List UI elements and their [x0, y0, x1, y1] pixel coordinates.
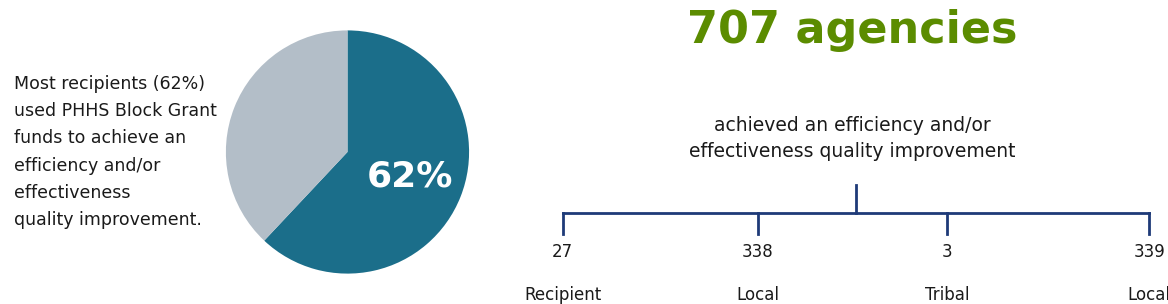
- Text: 3: 3: [941, 243, 953, 261]
- Text: 707 agencies: 707 agencies: [688, 9, 1017, 52]
- Text: 62%: 62%: [367, 160, 453, 194]
- Text: Tribal
HDs: Tribal HDs: [925, 286, 969, 304]
- Text: 27: 27: [552, 243, 573, 261]
- Text: Local
Orgs: Local Orgs: [1127, 286, 1168, 304]
- Text: achieved an efficiency and/or
effectiveness quality improvement: achieved an efficiency and/or effectiven…: [689, 116, 1016, 161]
- Text: Local
HDs: Local HDs: [737, 286, 779, 304]
- Text: 338: 338: [742, 243, 774, 261]
- Wedge shape: [264, 30, 470, 274]
- Wedge shape: [225, 30, 348, 241]
- Text: Most recipients (62%)
used PHHS Block Grant
funds to achieve an
efficiency and/o: Most recipients (62%) used PHHS Block Gr…: [14, 75, 217, 229]
- Text: Recipient
HDs: Recipient HDs: [524, 286, 602, 304]
- Text: 339: 339: [1133, 243, 1164, 261]
